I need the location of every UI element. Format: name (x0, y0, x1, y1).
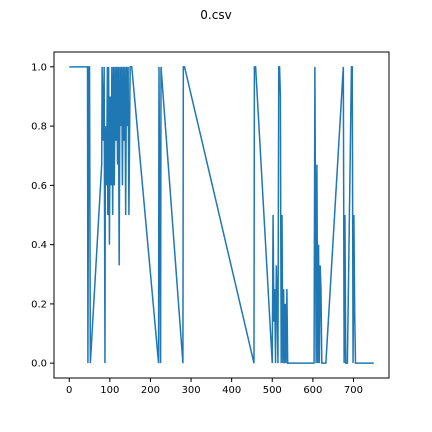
x-tick-label: 600 (303, 385, 322, 396)
y-tick-label: 0.6 (31, 181, 47, 192)
y-tick-label: 0.0 (31, 359, 47, 370)
y-tick-label: 0.4 (31, 240, 47, 251)
plot-frame (53, 51, 390, 379)
x-tick-label: 700 (344, 385, 363, 396)
x-tick-label: 400 (222, 385, 241, 396)
x-tick-label: 100 (100, 385, 119, 396)
y-tick-label: 0.8 (31, 122, 47, 133)
y-tick-label: 0.2 (31, 299, 47, 310)
y-tick-label: 1.0 (31, 62, 47, 73)
series-line-0 (69, 66, 374, 364)
plot-area (69, 66, 374, 364)
x-tick-label: 0 (66, 385, 72, 396)
x-tick-label: 300 (181, 385, 200, 396)
chart-title: 0.csv (200, 8, 231, 22)
x-tick-label: 500 (263, 385, 282, 396)
x-tick-label: 200 (141, 385, 160, 396)
axes: 0 100 200 300 400 500 600 700 0.0 0.2 0.4 0.6 0.8 1.0 (31, 51, 390, 396)
